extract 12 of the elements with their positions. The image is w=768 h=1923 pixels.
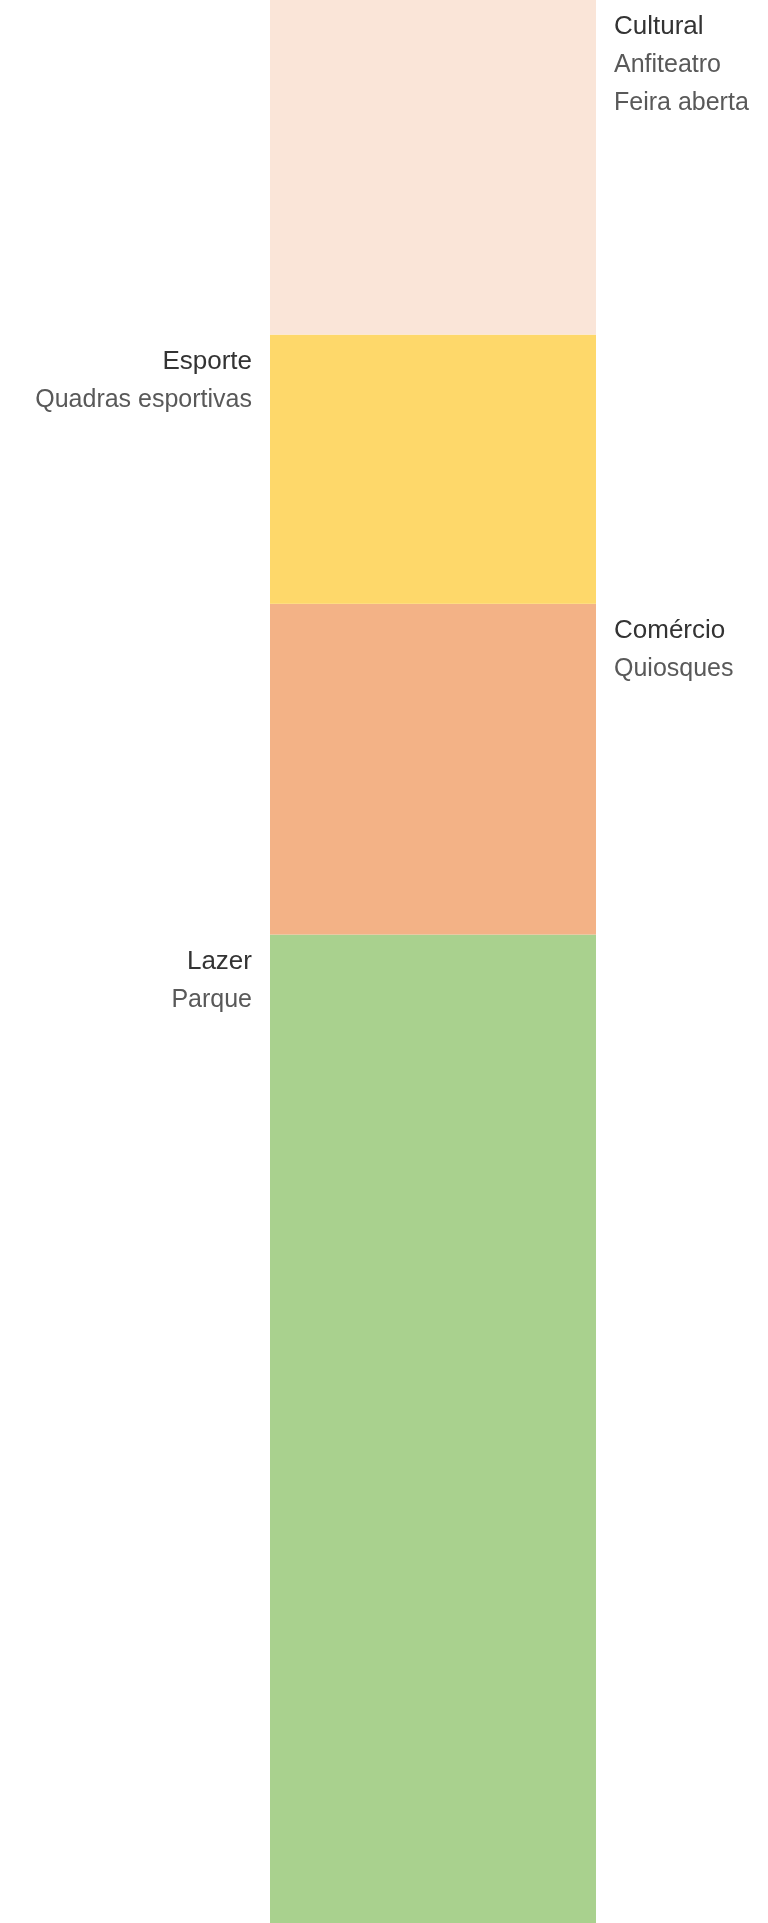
- text: Quadras esportivas: [35, 383, 252, 412]
- text: Parque: [171, 983, 252, 1012]
- bar: [270, 603, 596, 935]
- text: Quiosques: [614, 652, 734, 681]
- bar: [270, 934, 596, 1923]
- bar: [270, 334, 596, 604]
- series-label: Lazer: [186, 944, 253, 975]
- bar: [270, 0, 596, 335]
- text: Anfiteatro Feira aberta: [614, 49, 749, 115]
- series-label: Comércio: [614, 613, 726, 644]
- series-label: Esporte: [162, 344, 252, 375]
- series-label: Cultural: [614, 10, 704, 40]
